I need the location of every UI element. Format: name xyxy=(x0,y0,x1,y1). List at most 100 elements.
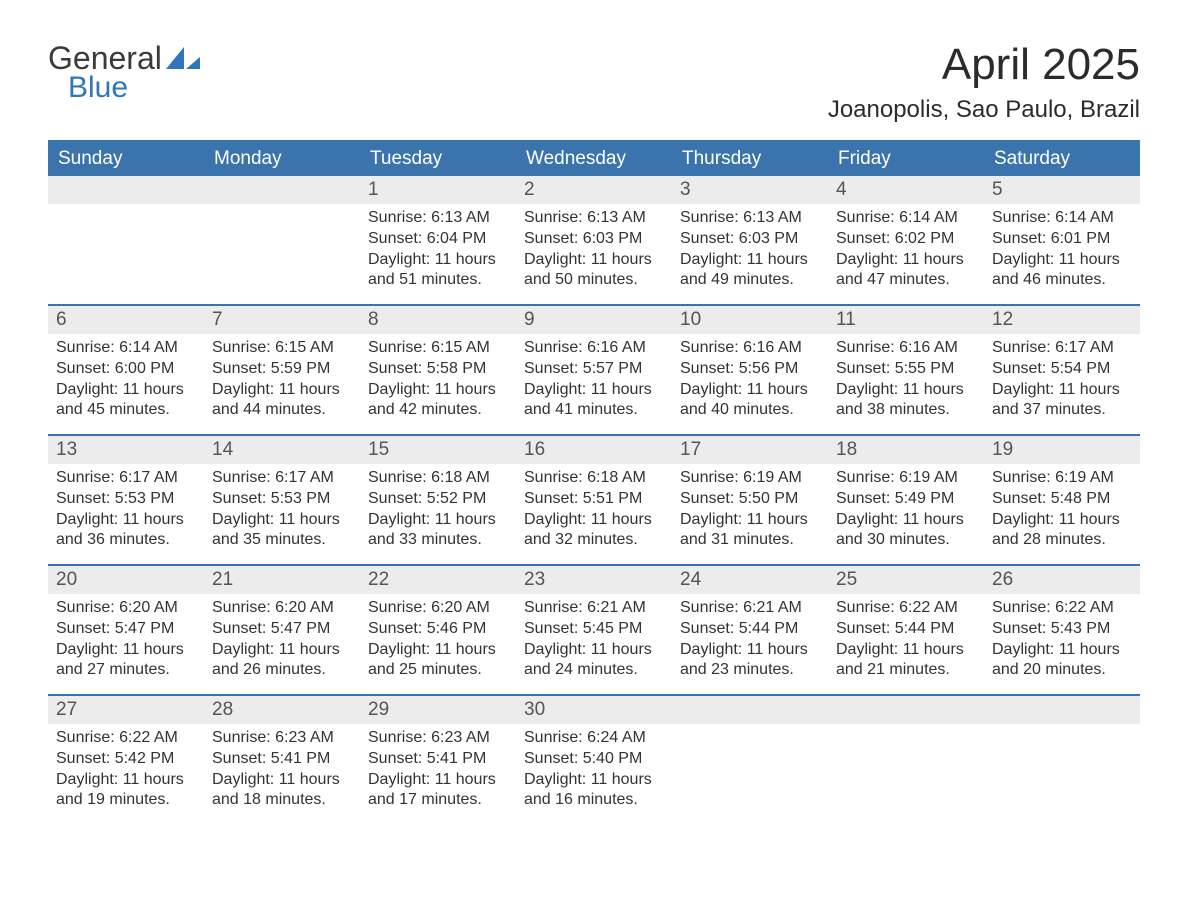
daylight-text: Daylight: 11 hours and 36 minutes. xyxy=(56,510,196,552)
sunrise-text: Sunrise: 6:17 AM xyxy=(56,468,196,489)
day-number: 30 xyxy=(516,696,672,724)
daylight-text: Daylight: 11 hours and 18 minutes. xyxy=(212,770,352,812)
sunrise-text: Sunrise: 6:23 AM xyxy=(212,728,352,749)
location: Joanopolis, Sao Paulo, Brazil xyxy=(828,96,1140,124)
sunset-text: Sunset: 5:50 PM xyxy=(680,489,820,510)
sunrise-text: Sunrise: 6:24 AM xyxy=(524,728,664,749)
sunset-text: Sunset: 6:02 PM xyxy=(836,229,976,250)
sunrise-text: Sunrise: 6:13 AM xyxy=(524,208,664,229)
day-number: 9 xyxy=(516,306,672,334)
sunset-text: Sunset: 5:41 PM xyxy=(212,749,352,770)
day-body: Sunrise: 6:22 AMSunset: 5:44 PMDaylight:… xyxy=(828,594,984,689)
day-cell: 11Sunrise: 6:16 AMSunset: 5:55 PMDayligh… xyxy=(828,306,984,434)
sunset-text: Sunset: 5:47 PM xyxy=(56,619,196,640)
day-number: 3 xyxy=(672,176,828,204)
day-cell xyxy=(48,176,204,304)
day-cell: 4Sunrise: 6:14 AMSunset: 6:02 PMDaylight… xyxy=(828,176,984,304)
day-cell: 1Sunrise: 6:13 AMSunset: 6:04 PMDaylight… xyxy=(360,176,516,304)
daylight-text: Daylight: 11 hours and 51 minutes. xyxy=(368,250,508,292)
sunrise-text: Sunrise: 6:18 AM xyxy=(524,468,664,489)
day-cell: 7Sunrise: 6:15 AMSunset: 5:59 PMDaylight… xyxy=(204,306,360,434)
day-cell: 2Sunrise: 6:13 AMSunset: 6:03 PMDaylight… xyxy=(516,176,672,304)
daylight-text: Daylight: 11 hours and 25 minutes. xyxy=(368,640,508,682)
day-number: 1 xyxy=(360,176,516,204)
day-body: Sunrise: 6:19 AMSunset: 5:48 PMDaylight:… xyxy=(984,464,1140,559)
day-cell: 29Sunrise: 6:23 AMSunset: 5:41 PMDayligh… xyxy=(360,696,516,824)
day-body: Sunrise: 6:22 AMSunset: 5:42 PMDaylight:… xyxy=(48,724,204,819)
daylight-text: Daylight: 11 hours and 46 minutes. xyxy=(992,250,1132,292)
day-cell: 8Sunrise: 6:15 AMSunset: 5:58 PMDaylight… xyxy=(360,306,516,434)
day-number: 5 xyxy=(984,176,1140,204)
day-body: Sunrise: 6:17 AMSunset: 5:53 PMDaylight:… xyxy=(204,464,360,559)
week-row: 6Sunrise: 6:14 AMSunset: 6:00 PMDaylight… xyxy=(48,304,1140,434)
day-number xyxy=(828,696,984,724)
sunset-text: Sunset: 5:41 PM xyxy=(368,749,508,770)
sunset-text: Sunset: 5:44 PM xyxy=(680,619,820,640)
sunset-text: Sunset: 5:44 PM xyxy=(836,619,976,640)
day-body: Sunrise: 6:14 AMSunset: 6:00 PMDaylight:… xyxy=(48,334,204,429)
day-body: Sunrise: 6:23 AMSunset: 5:41 PMDaylight:… xyxy=(204,724,360,819)
day-body: Sunrise: 6:13 AMSunset: 6:03 PMDaylight:… xyxy=(516,204,672,299)
day-body: Sunrise: 6:16 AMSunset: 5:56 PMDaylight:… xyxy=(672,334,828,429)
day-number: 12 xyxy=(984,306,1140,334)
day-cell: 25Sunrise: 6:22 AMSunset: 5:44 PMDayligh… xyxy=(828,566,984,694)
weekday-header-row: SundayMondayTuesdayWednesdayThursdayFrid… xyxy=(48,142,1140,176)
daylight-text: Daylight: 11 hours and 38 minutes. xyxy=(836,380,976,422)
day-number: 23 xyxy=(516,566,672,594)
day-body: Sunrise: 6:22 AMSunset: 5:43 PMDaylight:… xyxy=(984,594,1140,689)
sunset-text: Sunset: 5:55 PM xyxy=(836,359,976,380)
daylight-text: Daylight: 11 hours and 20 minutes. xyxy=(992,640,1132,682)
day-cell: 24 Sunrise: 6:21 AMSunset: 5:44 PMDayligh… xyxy=(672,566,828,694)
day-body: Sunrise: 6:13 AMSunset: 6:04 PMDaylight:… xyxy=(360,204,516,299)
sunrise-text: Sunrise: 6:20 AM xyxy=(212,598,352,619)
day-cell: 18Sunrise: 6:19 AMSunset: 5:49 PMDayligh… xyxy=(828,436,984,564)
day-cell xyxy=(828,696,984,824)
day-body: Sunrise: 6:16 AMSunset: 5:55 PMDaylight:… xyxy=(828,334,984,429)
day-number: 7 xyxy=(204,306,360,334)
month-title: April 2025 xyxy=(828,40,1140,90)
daylight-text: Daylight: 11 hours and 26 minutes. xyxy=(212,640,352,682)
day-cell: 21Sunrise: 6:20 AMSunset: 5:47 PMDayligh… xyxy=(204,566,360,694)
sunrise-text: Sunrise: 6:21 AM xyxy=(680,598,820,619)
day-number: 18 xyxy=(828,436,984,464)
sunset-text: Sunset: 5:53 PM xyxy=(56,489,196,510)
daylight-text: Daylight: 11 hours and 24 minutes. xyxy=(524,640,664,682)
day-body xyxy=(48,204,204,216)
daylight-text: Daylight: 11 hours and 32 minutes. xyxy=(524,510,664,552)
week-row: 1Sunrise: 6:13 AMSunset: 6:04 PMDaylight… xyxy=(48,176,1140,304)
daylight-text: Daylight: 11 hours and 44 minutes. xyxy=(212,380,352,422)
sunrise-text: Sunrise: 6:19 AM xyxy=(992,468,1132,489)
sunrise-text: Sunrise: 6:13 AM xyxy=(680,208,820,229)
day-number xyxy=(48,176,204,204)
daylight-text: Daylight: 11 hours and 45 minutes. xyxy=(56,380,196,422)
daylight-text: Daylight: 11 hours and 19 minutes. xyxy=(56,770,196,812)
day-number: 20 xyxy=(48,566,204,594)
sunrise-text: Sunrise: 6:16 AM xyxy=(524,338,664,359)
day-number: 2 xyxy=(516,176,672,204)
day-cell: 22Sunrise: 6:20 AMSunset: 5:46 PMDayligh… xyxy=(360,566,516,694)
day-number: 11 xyxy=(828,306,984,334)
day-number: 15 xyxy=(360,436,516,464)
day-body xyxy=(672,724,828,736)
day-number: 26 xyxy=(984,566,1140,594)
day-body xyxy=(828,724,984,736)
sunset-text: Sunset: 5:56 PM xyxy=(680,359,820,380)
day-number: 24 xyxy=(672,566,828,594)
sunrise-text: Sunrise: 6:23 AM xyxy=(368,728,508,749)
day-cell: 5Sunrise: 6:14 AMSunset: 6:01 PMDaylight… xyxy=(984,176,1140,304)
day-body xyxy=(204,204,360,216)
sunrise-text: Sunrise: 6:14 AM xyxy=(992,208,1132,229)
sunrise-text: Sunrise: 6:13 AM xyxy=(368,208,508,229)
week-row: 13Sunrise: 6:17 AMSunset: 5:53 PMDayligh… xyxy=(48,434,1140,564)
daylight-text: Daylight: 11 hours and 21 minutes. xyxy=(836,640,976,682)
sunset-text: Sunset: 5:46 PM xyxy=(368,619,508,640)
day-cell: 12Sunrise: 6:17 AMSunset: 5:54 PMDayligh… xyxy=(984,306,1140,434)
calendar: SundayMondayTuesdayWednesdayThursdayFrid… xyxy=(48,140,1140,824)
day-cell: 3Sunrise: 6:13 AMSunset: 6:03 PMDaylight… xyxy=(672,176,828,304)
daylight-text: Daylight: 11 hours and 23 minutes. xyxy=(680,640,820,682)
weekday-header: Tuesday xyxy=(360,142,516,176)
daylight-text: Daylight: 11 hours and 40 minutes. xyxy=(680,380,820,422)
day-cell: 30Sunrise: 6:24 AMSunset: 5:40 PMDayligh… xyxy=(516,696,672,824)
sunrise-text: Sunrise: 6:21 AM xyxy=(524,598,664,619)
sunrise-text: Sunrise: 6:19 AM xyxy=(680,468,820,489)
